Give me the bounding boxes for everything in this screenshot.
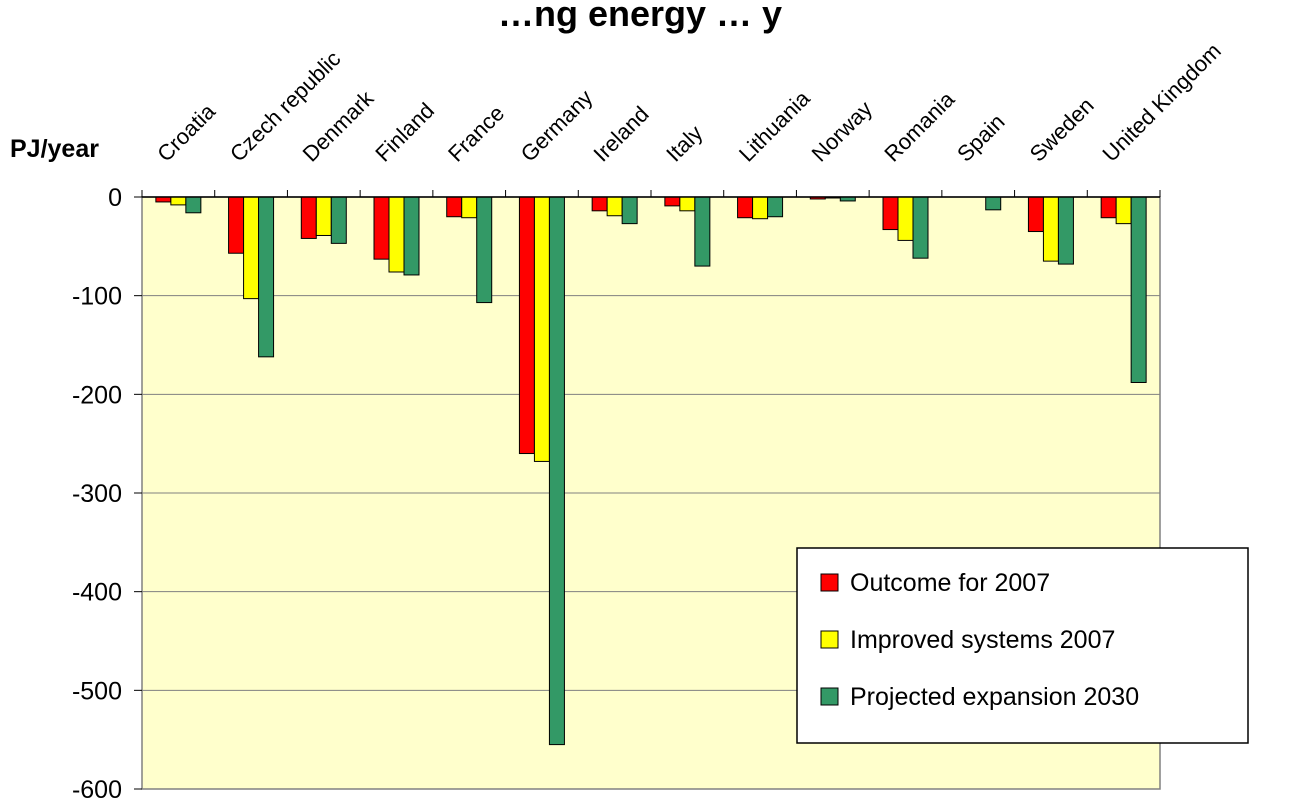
- bar: [258, 196, 275, 358]
- legend-swatch: [820, 687, 839, 706]
- legend-swatch: [820, 630, 839, 649]
- bar: [694, 196, 711, 267]
- legend-swatch: [820, 573, 839, 592]
- bar: [591, 196, 608, 212]
- bar: [985, 196, 1002, 211]
- bar: [1057, 196, 1074, 265]
- legend-label: Outcome for 2007: [850, 569, 1050, 597]
- legend-label: Projected expansion 2030: [850, 683, 1139, 711]
- bar: [752, 196, 769, 220]
- bar: [1042, 196, 1059, 262]
- y-axis-ticks: 0 -100 -200 -300 -400 -500 -600: [72, 184, 142, 803]
- category-label: Lithuania: [734, 85, 815, 166]
- category-label: France: [443, 100, 509, 166]
- bar: [621, 196, 638, 225]
- category-label: Germany: [516, 85, 598, 167]
- bar: [533, 196, 550, 462]
- category-label: United Kingdom: [1098, 38, 1226, 166]
- bar: [1115, 196, 1132, 225]
- bar: [1100, 196, 1117, 219]
- y-tick-label: -600: [72, 776, 122, 803]
- legend-label: Improved systems 2007: [850, 626, 1115, 654]
- bar: [1130, 196, 1147, 383]
- bar: [446, 196, 463, 218]
- legend-box: [796, 547, 1249, 744]
- y-tick-label: -300: [72, 480, 122, 508]
- bar: [1027, 196, 1044, 233]
- y-tick-label: -200: [72, 381, 122, 409]
- bar: [897, 196, 914, 241]
- y-tick-label: 0: [108, 184, 122, 212]
- bar: [518, 196, 535, 455]
- x-axis: [141, 190, 1161, 198]
- y-tick-label: -100: [72, 283, 122, 311]
- bar: [185, 196, 202, 214]
- bar: [476, 196, 493, 304]
- bar: [373, 196, 390, 260]
- chart-title: …ng energy … y: [498, 0, 782, 34]
- bar: [170, 196, 187, 206]
- bar: [737, 196, 754, 219]
- y-axis-label: PJ/year: [10, 135, 99, 163]
- bar: [243, 196, 260, 300]
- bar: [330, 196, 347, 244]
- category-label: Spain: [952, 109, 1009, 166]
- category-label: Finland: [370, 98, 439, 167]
- category-label: Sweden: [1025, 93, 1099, 167]
- bar: [912, 196, 929, 259]
- bar: [606, 196, 623, 217]
- bar: [882, 196, 899, 231]
- legend: Outcome for 2007 Improved systems 2007 Pro…: [796, 547, 1249, 744]
- category-label: Norway: [807, 96, 877, 166]
- bar: [767, 196, 784, 218]
- category-label: Ireland: [589, 101, 654, 166]
- bar: [548, 196, 565, 746]
- category-label: Italy: [661, 120, 707, 166]
- bar: [388, 196, 405, 273]
- bar: [461, 196, 478, 219]
- bar: [228, 196, 245, 254]
- bar: [664, 196, 681, 207]
- bar: [679, 196, 696, 212]
- bar: [315, 196, 332, 236]
- y-tick-label: -500: [72, 677, 122, 705]
- category-label: Croatia: [152, 98, 220, 166]
- category-label: Romania: [879, 86, 959, 166]
- bar: [403, 196, 420, 276]
- bar: [300, 196, 317, 239]
- y-tick-label: -400: [72, 579, 122, 607]
